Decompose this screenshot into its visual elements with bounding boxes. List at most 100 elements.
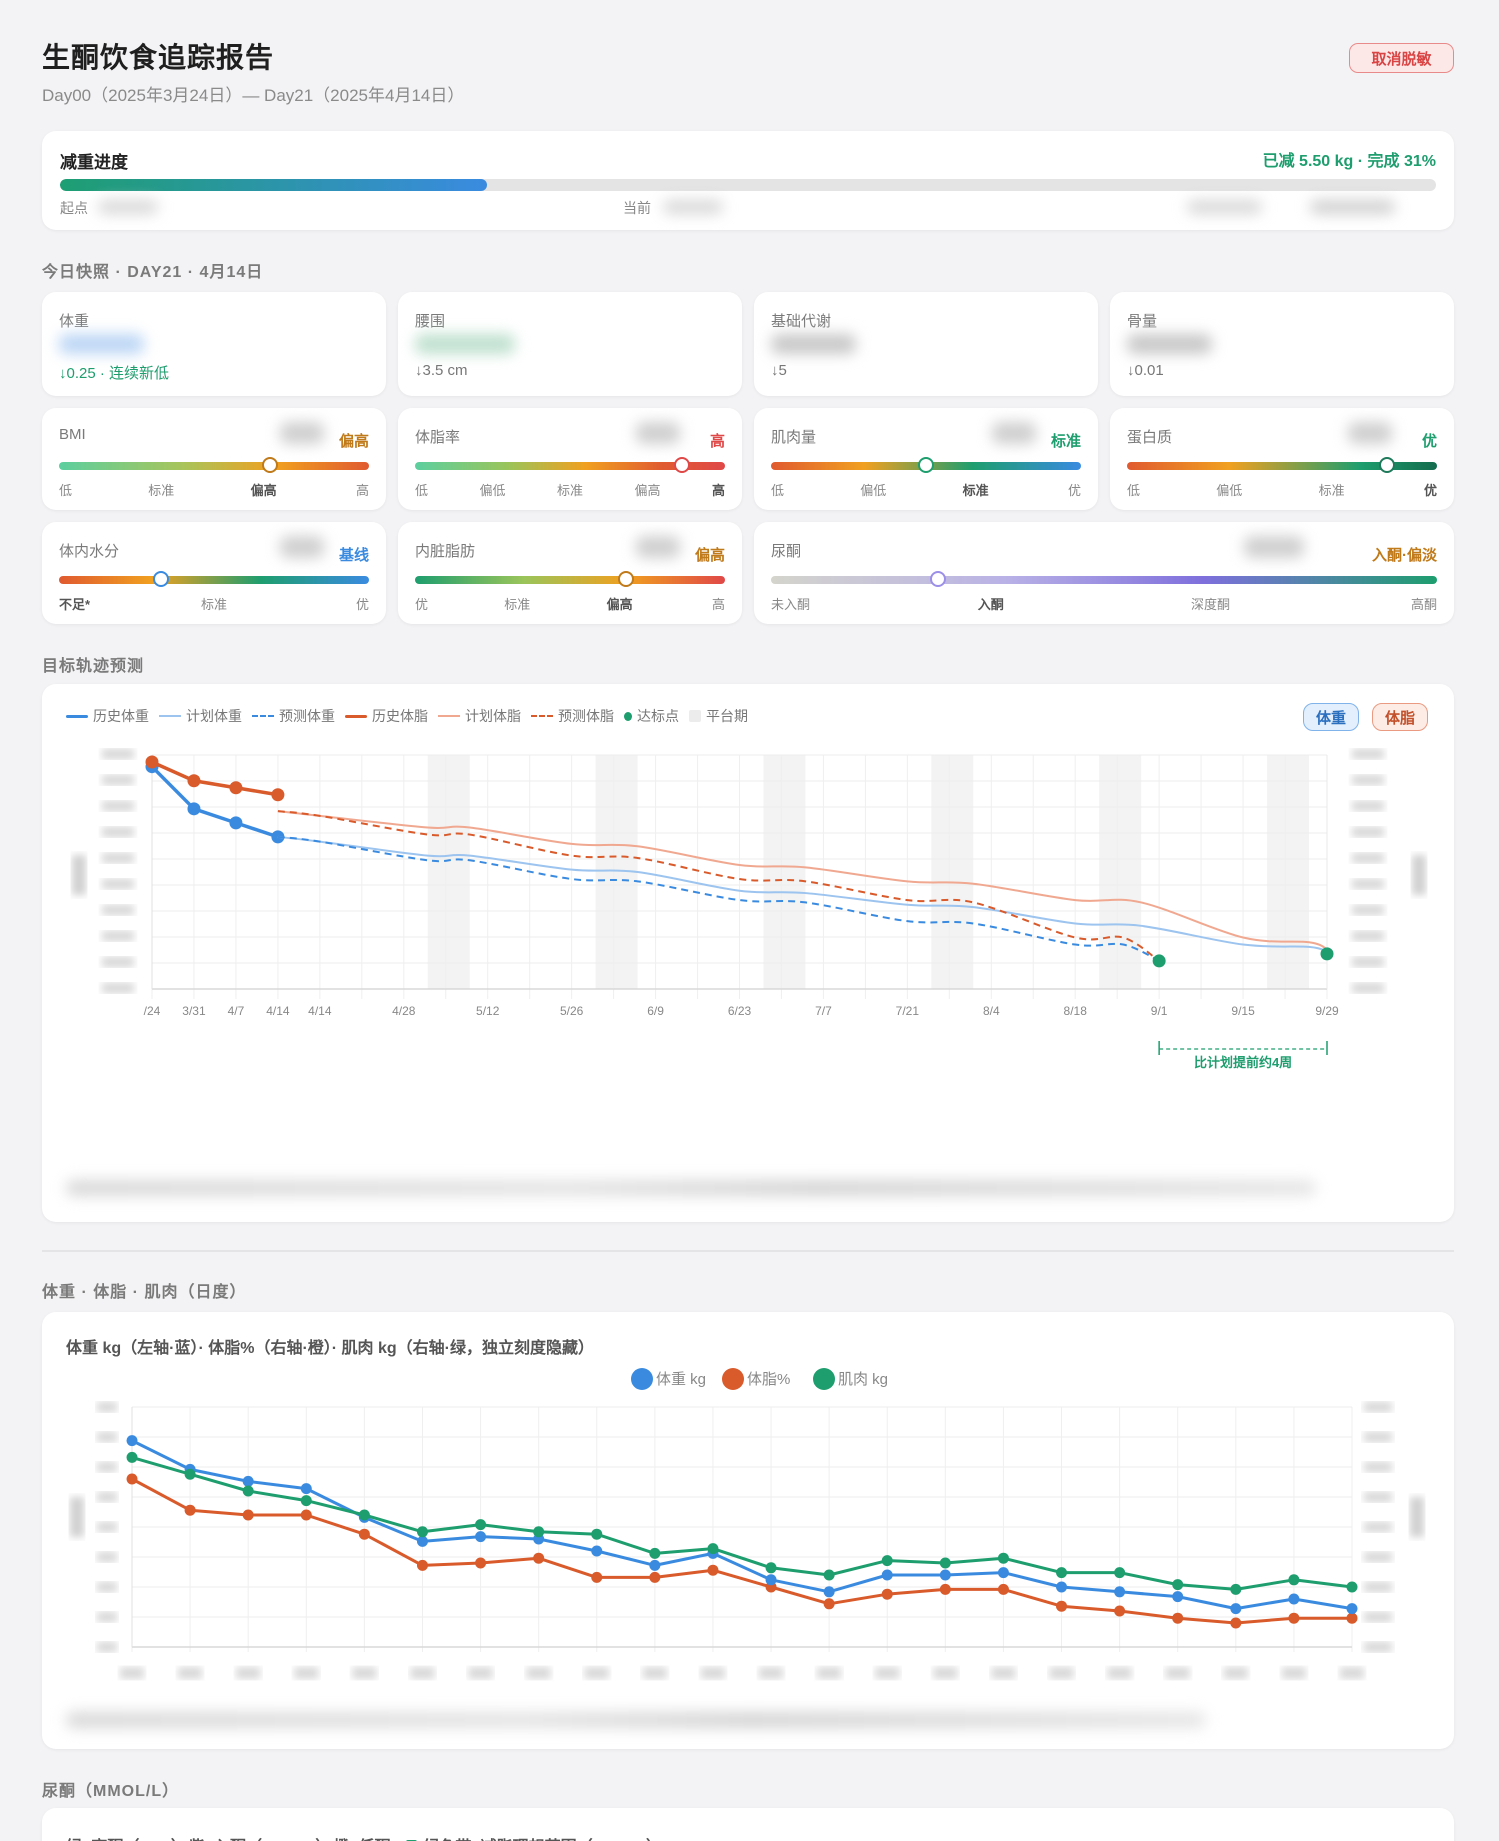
legend-label[interactable]: 体重 kg: [656, 1371, 706, 1388]
data-point[interactable]: [300, 1483, 312, 1495]
data-point[interactable]: [1056, 1600, 1068, 1612]
data-point[interactable]: [416, 1559, 428, 1571]
data-point[interactable]: [475, 1531, 487, 1543]
data-point[interactable]: [881, 1555, 893, 1567]
gauge-tick-label: 标准: [504, 597, 531, 612]
data-point[interactable]: [358, 1528, 370, 1540]
legend-item[interactable]: 预测体重: [252, 706, 335, 726]
data-point[interactable]: [533, 1552, 545, 1564]
data-point[interactable]: [1172, 1591, 1184, 1603]
data-point[interactable]: [533, 1526, 545, 1538]
trajectory-chart-card: 历史体重 计划体重 预测体重 历史体脂 计划体脂 预测体脂 达标点 平台期 体重 体脂 /24…: [42, 684, 1454, 1222]
data-point[interactable]: [591, 1571, 603, 1583]
gauge-status: 入酮·偏淡: [1372, 547, 1437, 564]
data-point[interactable]: [358, 1509, 370, 1521]
data-point[interactable]: [1230, 1617, 1242, 1629]
legend-item[interactable]: 历史体重: [66, 706, 149, 726]
data-point[interactable]: [1288, 1612, 1300, 1624]
data-point[interactable]: [649, 1571, 661, 1583]
data-point[interactable]: [707, 1564, 719, 1576]
data-point[interactable]: [126, 1473, 138, 1485]
data-point[interactable]: [765, 1574, 777, 1586]
data-point[interactable]: [765, 1562, 777, 1574]
x-tick-label: 7/7: [815, 1004, 832, 1018]
legend-label: 历史体重: [93, 708, 149, 724]
legend-item[interactable]: 历史体脂: [345, 706, 428, 726]
data-point[interactable]: [300, 1495, 312, 1507]
data-point[interactable]: [184, 1504, 196, 1516]
data-point[interactable]: [1346, 1603, 1358, 1615]
data-point[interactable]: [649, 1547, 661, 1559]
data-point[interactable]: [823, 1569, 835, 1581]
data-point[interactable]: [416, 1526, 428, 1538]
data-point[interactable]: [1056, 1567, 1068, 1579]
target-point[interactable]: [1152, 954, 1166, 968]
data-point[interactable]: [126, 1451, 138, 1463]
data-point[interactable]: [1288, 1593, 1300, 1605]
data-point[interactable]: [1056, 1581, 1068, 1593]
legend-label[interactable]: 体脂%: [747, 1371, 790, 1388]
data-point[interactable]: [881, 1588, 893, 1600]
data-point[interactable]: [1230, 1603, 1242, 1615]
data-point[interactable]: [1114, 1567, 1126, 1579]
data-point[interactable]: [939, 1569, 951, 1581]
gauge-track: [415, 457, 725, 473]
data-point[interactable]: [591, 1545, 603, 1557]
data-point[interactable]: [707, 1543, 719, 1555]
data-point[interactable]: [1346, 1612, 1358, 1624]
y-tick-redacted: [102, 749, 134, 759]
toggle-weight-button[interactable]: 体重: [1303, 703, 1360, 731]
legend-swatch-icon[interactable]: [631, 1368, 653, 1390]
gauge-tick-label: 高: [355, 483, 369, 498]
legend-item[interactable]: 计划体重: [159, 706, 242, 726]
data-point[interactable]: [823, 1598, 835, 1610]
data-point[interactable]: [416, 1535, 428, 1547]
data-point[interactable]: [649, 1559, 661, 1571]
data-point[interactable]: [126, 1435, 138, 1447]
data-point[interactable]: [145, 755, 159, 769]
data-point[interactable]: [242, 1509, 254, 1521]
y-tick-redacted: [97, 1432, 117, 1442]
target-point[interactable]: [1320, 947, 1334, 961]
data-point[interactable]: [997, 1567, 1009, 1579]
data-point[interactable]: [1114, 1586, 1126, 1598]
legend-label: 历史体脂: [372, 708, 428, 724]
gauge-track: [59, 571, 369, 587]
data-point[interactable]: [997, 1552, 1009, 1564]
data-point[interactable]: [881, 1569, 893, 1581]
data-point[interactable]: [823, 1586, 835, 1598]
legend-label[interactable]: 肌肉 kg: [838, 1371, 888, 1388]
x-tick-label: 7/21: [896, 1004, 920, 1018]
toggle-fat-button[interactable]: 体脂: [1372, 703, 1429, 731]
legend-swatch-icon[interactable]: [813, 1368, 835, 1390]
data-point[interactable]: [1230, 1583, 1242, 1595]
data-point[interactable]: [187, 774, 201, 788]
data-point[interactable]: [1172, 1579, 1184, 1591]
data-point[interactable]: [1172, 1612, 1184, 1624]
data-point[interactable]: [1288, 1574, 1300, 1586]
data-point[interactable]: [242, 1475, 254, 1487]
data-point[interactable]: [271, 788, 285, 802]
data-point[interactable]: [939, 1557, 951, 1569]
data-point[interactable]: [300, 1509, 312, 1521]
data-point[interactable]: [229, 781, 243, 795]
legend-swatch-icon: [252, 715, 274, 717]
data-point[interactable]: [939, 1583, 951, 1595]
x-tick-redacted: [1281, 1667, 1306, 1679]
data-point[interactable]: [997, 1583, 1009, 1595]
data-point[interactable]: [184, 1468, 196, 1480]
data-point[interactable]: [229, 816, 243, 830]
data-point[interactable]: [591, 1528, 603, 1540]
data-point[interactable]: [187, 802, 201, 816]
legend-item[interactable]: 预测体脂: [531, 706, 614, 726]
legend-item[interactable]: 计划体脂: [438, 706, 521, 726]
legend-item[interactable]: 平台期: [689, 706, 748, 726]
cancel-desensitize-button[interactable]: 取消脱敏: [1349, 43, 1454, 73]
legend-item[interactable]: 达标点: [624, 706, 679, 726]
data-point[interactable]: [242, 1485, 254, 1497]
legend-swatch-icon[interactable]: [722, 1368, 744, 1390]
data-point[interactable]: [475, 1557, 487, 1569]
data-point[interactable]: [1114, 1605, 1126, 1617]
data-point[interactable]: [1346, 1581, 1358, 1593]
data-point[interactable]: [475, 1519, 487, 1531]
